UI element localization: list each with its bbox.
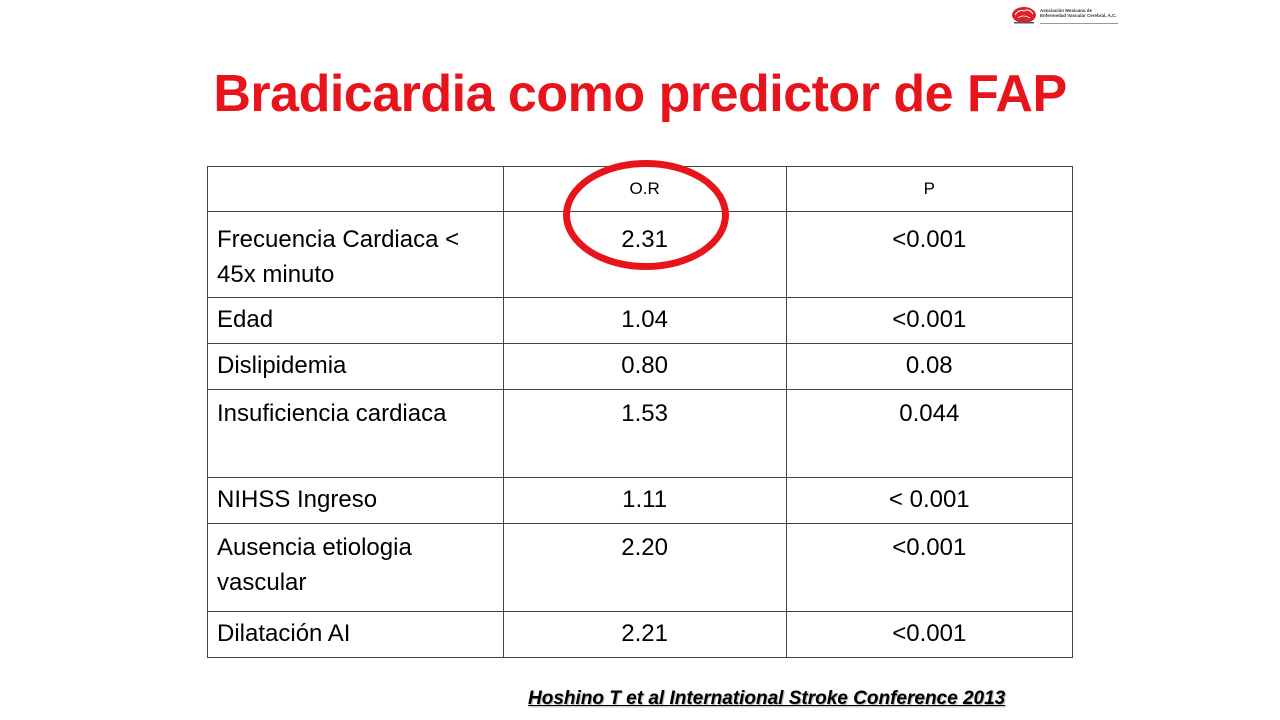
- row-p-value: <0.001: [785, 523, 1074, 612]
- predictor-table: O.R P Frecuencia Cardiaca < 45x minuto 2…: [207, 166, 1074, 658]
- table-row: Dilatación AI 2.21 <0.001: [207, 611, 1074, 658]
- row-or-value: 2.20: [502, 523, 787, 612]
- slide-title: Bradicardia como predictor de FAP: [213, 65, 1067, 123]
- row-or-value: 1.11: [502, 477, 787, 524]
- row-label: Dilatación AI: [207, 611, 504, 658]
- table-row: Edad 1.04 <0.001: [207, 297, 1074, 344]
- table-header-row: O.R P: [207, 166, 1074, 212]
- row-label: Insuficiencia cardiaca: [207, 389, 504, 478]
- row-p-value: 0.044: [785, 389, 1074, 478]
- row-p-value: <0.001: [785, 297, 1074, 344]
- row-or-value: 2.21: [502, 611, 787, 658]
- table-row: Dislipidemia 0.80 0.08: [207, 343, 1074, 390]
- row-or-value: 1.53: [502, 389, 787, 478]
- brain-logo-icon: [1012, 7, 1036, 24]
- logo-underline: [1040, 23, 1118, 24]
- row-label: Ausencia etiologia vascular: [207, 523, 504, 612]
- header-cell-p: P: [785, 166, 1074, 212]
- row-or-value: 2.31: [502, 211, 787, 298]
- row-label: NIHSS Ingreso: [207, 477, 504, 524]
- table-row: Ausencia etiologia vascular 2.20 <0.001: [207, 523, 1074, 612]
- header-cell-or: O.R: [502, 166, 787, 212]
- row-or-value: 1.04: [502, 297, 787, 344]
- logo-text-line1: Asociación Mexicana de: [1040, 8, 1093, 13]
- association-logo: Asociación Mexicana de Enfermedad Vascul…: [1010, 3, 1120, 29]
- header-cell-empty: [207, 166, 504, 212]
- row-p-value: 0.08: [785, 343, 1074, 390]
- logo-text-line2: Enfermedad Vascular Cerebral, A.C.: [1040, 13, 1117, 18]
- row-p-value: <0.001: [785, 211, 1074, 298]
- table-row: NIHSS Ingreso 1.11 < 0.001: [207, 477, 1074, 524]
- logo-text: Asociación Mexicana de Enfermedad Vascul…: [1040, 8, 1117, 18]
- table-row: Frecuencia Cardiaca < 45x minuto 2.31 <0…: [207, 211, 1074, 298]
- table-row: Insuficiencia cardiaca 1.53 0.044: [207, 389, 1074, 478]
- row-label: Frecuencia Cardiaca < 45x minuto: [207, 211, 504, 298]
- citation: Hoshino T et al International Stroke Con…: [528, 688, 1006, 709]
- row-p-value: <0.001: [785, 611, 1074, 658]
- row-label: Dislipidemia: [207, 343, 504, 390]
- row-p-value: < 0.001: [785, 477, 1074, 524]
- row-label: Edad: [207, 297, 504, 344]
- row-or-value: 0.80: [502, 343, 787, 390]
